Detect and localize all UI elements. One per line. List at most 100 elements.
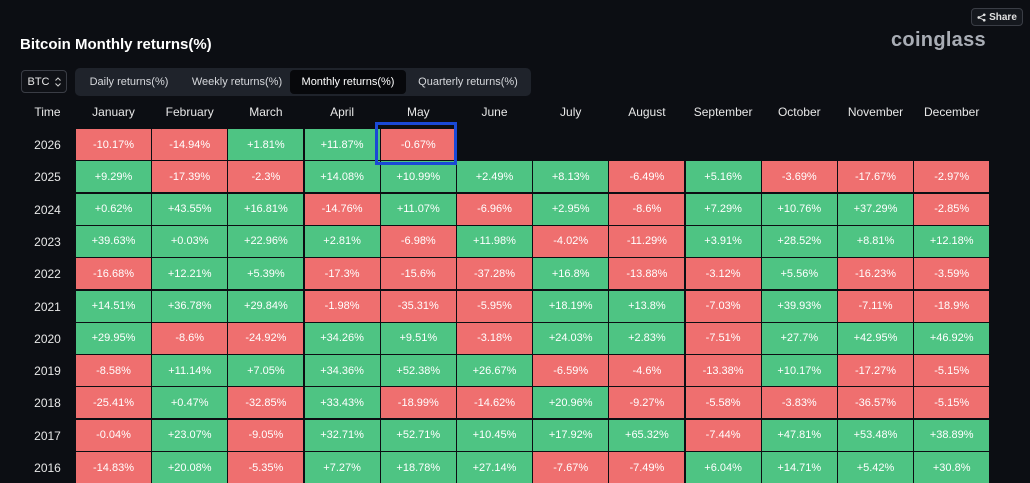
cell-2022-january: -16.68% [76,258,151,290]
column-header-december: December [924,105,980,119]
column-header-april: April [330,105,355,119]
row-label-2025: 2025 [34,170,61,185]
cell-2024-february: +43.55% [152,193,228,225]
cell-2020-april: +34.26% [304,322,380,354]
cell-2016-october: +14.71% [761,452,837,483]
cell-2018-july: +20.96% [533,387,609,419]
chevron-updown-icon [54,76,61,87]
cell-2018-may: -18.99% [380,387,456,419]
cell-2021-march: +29.84% [228,290,304,322]
cell-2016-april: +7.27% [304,452,380,483]
cell-2020-march: -24.92% [228,322,304,354]
cell-2023-may: -6.98% [380,225,456,257]
cell-2024-november: +37.29% [838,193,913,225]
cell-2025-august: -6.49% [609,161,685,193]
cell-2017-february: +23.07% [152,419,228,451]
cell-2018-march: -32.85% [228,387,304,419]
column-header-june: June [481,105,508,119]
cell-2024-august: -8.6% [609,193,685,225]
cell-2017-october: +47.81% [761,419,837,451]
column-header-october: October [777,105,821,119]
cell-2025-april: +14.08% [304,161,380,193]
cell-2020-june: -3.18% [457,322,532,354]
page-title: Bitcoin Monthly returns(%) [20,36,212,53]
cell-2019-august: -4.6% [609,355,685,387]
cell-2020-may: +9.51% [380,322,456,354]
tab-daily-returns[interactable]: Daily returns(%) [89,76,169,88]
cell-2021-september: -7.03% [685,290,761,322]
cell-2024-october: +10.76% [761,193,837,225]
cell-2024-may: +11.07% [380,193,456,225]
row-label-2019: 2019 [34,364,61,379]
cell-2019-may: +52.38% [380,355,456,387]
returns-tabs: Daily returns(%) Weekly returns(%) Month… [75,68,531,96]
cell-2023-november: +8.81% [838,225,913,257]
tab-quarterly-returns[interactable]: Quarterly returns(%) [418,76,518,88]
cell-2018-january: -25.41% [76,387,151,419]
cell-2022-september: -3.12% [685,258,761,290]
cell-2022-october: +5.56% [761,258,837,290]
row-label-2018: 2018 [34,396,61,411]
cell-2023-august: -11.29% [609,225,685,257]
cell-2022-november: -16.23% [838,258,913,290]
cell-2025-january: +9.29% [76,161,151,193]
cell-2021-april: -1.98% [304,290,380,322]
asset-select[interactable]: BTC [21,70,67,93]
cell-2019-june: +26.67% [457,355,532,387]
cell-2022-july: +16.8% [533,258,609,290]
tab-weekly-returns[interactable]: Weekly returns(%) [191,76,283,88]
cell-2025-march: -2.3% [228,161,304,193]
cell-2019-march: +7.05% [228,355,304,387]
cell-2023-april: +2.81% [304,225,380,257]
cell-2024-june: -6.96% [457,193,532,225]
cell-2020-august: +2.83% [609,322,685,354]
cell-2016-january: -14.83% [76,452,151,483]
cell-2023-june: +11.98% [457,225,532,257]
cell-2018-june: -14.62% [457,387,532,419]
cell-2025-november: -17.67% [838,161,913,193]
cell-2025-october: -3.69% [761,161,837,193]
column-header-march: March [249,105,283,119]
cell-2023-february: +0.03% [152,225,228,257]
cell-2022-february: +12.21% [152,258,228,290]
cell-2021-february: +36.78% [152,290,228,322]
cell-2016-november: +5.42% [838,452,913,483]
row-label-2021: 2021 [34,299,61,314]
cell-2018-september: -5.58% [685,387,761,419]
cell-2021-august: +13.8% [609,290,685,322]
cell-2021-october: +39.93% [761,290,837,322]
cell-2017-january: -0.04% [76,419,151,451]
cell-2021-january: +14.51% [76,290,151,322]
cell-2016-may: +18.78% [380,452,456,483]
cell-2017-april: +32.71% [304,419,380,451]
column-header-november: November [847,105,904,119]
cell-2023-july: -4.02% [533,225,609,257]
cell-2020-december: +46.92% [914,322,990,354]
cell-2017-december: +38.89% [914,419,990,451]
cell-2021-november: -7.11% [838,290,913,322]
row-label-2016: 2016 [34,461,61,475]
cell-2021-december: -18.9% [914,290,990,322]
cell-2026-march: +1.81% [228,129,304,160]
row-label-2026: 2026 [34,138,61,152]
cell-2016-december: +30.8% [914,452,990,483]
cell-2016-june: +27.14% [457,452,532,483]
tab-monthly-returns[interactable]: Monthly returns(%) [290,70,406,94]
cell-2025-june: +2.49% [457,161,532,193]
cell-2021-may: -35.31% [380,290,456,322]
column-header-august: August [628,105,666,119]
share-button[interactable]: Share [971,8,1023,26]
cell-2025-september: +5.16% [685,161,761,193]
cell-2023-january: +39.63% [76,225,151,257]
cell-2026-april: +11.87% [304,129,380,160]
cell-2016-july: -7.67% [533,452,609,483]
cell-2017-august: +65.32% [609,419,685,451]
cell-2019-july: -6.59% [533,355,609,387]
cell-2024-july: +2.95% [533,193,609,225]
cell-2016-february: +20.08% [152,452,228,483]
column-header-time: Time [34,105,61,119]
row-label-2022: 2022 [34,267,61,282]
column-header-february: February [165,105,214,119]
brand-logo: coinglass [891,29,986,51]
cell-2024-december: -2.85% [914,193,990,225]
